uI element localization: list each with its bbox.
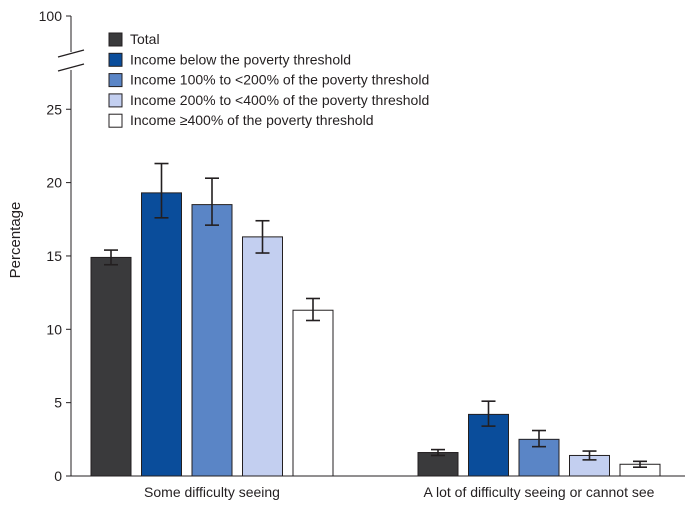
legend-label: Total	[130, 31, 160, 47]
y-tick-label: 0	[54, 468, 62, 484]
x-category-label: A lot of difficulty seeing or cannot see	[424, 484, 655, 500]
y-tick-label-top: 100	[39, 8, 63, 24]
bar	[292, 309, 334, 477]
legend-label: Income below the poverty threshold	[130, 51, 351, 67]
y-tick-label: 5	[54, 395, 62, 411]
x-category-label: Some difficulty seeing	[144, 484, 280, 500]
legend-swatch	[108, 32, 123, 47]
bar	[90, 256, 132, 477]
legend: Total Income below the poverty threshold I…	[108, 31, 429, 128]
bar	[141, 192, 182, 477]
y-tick-label: 15	[46, 248, 62, 264]
y-tick-label: 20	[46, 175, 62, 191]
legend-swatch	[108, 73, 123, 88]
y-tick-label: 10	[46, 321, 62, 337]
bar	[242, 236, 283, 477]
bars-layer: Some difficulty seeing A lot of difficult…	[90, 162, 661, 500]
legend-label: Income 100% to <200% of the poverty thre…	[130, 72, 429, 88]
legend-swatch	[108, 52, 123, 67]
bar	[191, 204, 233, 477]
legend-swatch	[108, 113, 123, 128]
y-axis-label: Percentage	[7, 202, 24, 279]
legend-swatch	[108, 93, 123, 108]
legend-label: Income ≥400% of the poverty threshold	[130, 112, 374, 128]
y-tick-label: 25	[46, 101, 62, 117]
axis-break-mark	[57, 63, 85, 72]
axis-break-mark	[57, 49, 85, 58]
legend-label: Income 200% to <400% of the poverty thre…	[130, 92, 429, 108]
